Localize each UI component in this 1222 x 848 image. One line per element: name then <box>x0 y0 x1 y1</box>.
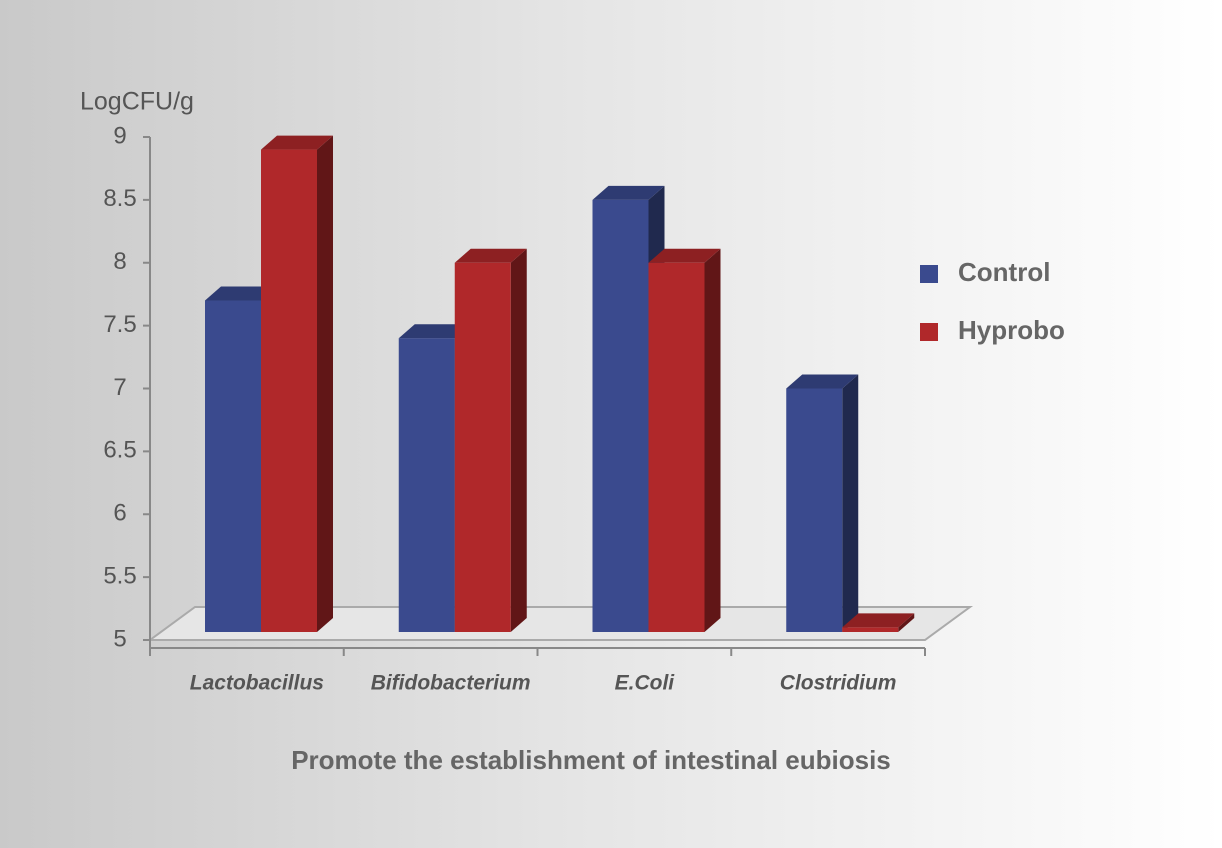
bar-face <box>592 185 665 200</box>
bar-face <box>842 613 915 628</box>
bar-face <box>317 135 333 632</box>
bar-face <box>786 388 843 632</box>
legend-label: Hyprobo <box>958 315 1065 345</box>
y-tick-label: 5 <box>113 625 126 652</box>
y-tick-label: 7.5 <box>103 311 136 338</box>
y-tick-label: 9 <box>113 122 126 149</box>
bar-face <box>398 338 455 632</box>
bar-face <box>454 248 527 263</box>
bar-face <box>842 627 899 632</box>
bar-face <box>842 374 859 632</box>
bar-face <box>261 149 317 632</box>
y-tick-label: 8 <box>113 248 126 275</box>
y-tick-label: 6.5 <box>103 437 136 464</box>
bar <box>842 613 915 632</box>
floor <box>146 606 974 641</box>
chart-title: Promote the establishment of intestinal … <box>291 745 891 775</box>
legend-swatch <box>920 265 938 283</box>
bar-face <box>648 248 721 263</box>
y-tick-label: 6 <box>113 500 126 527</box>
x-tick-label: Clostridium <box>780 672 897 695</box>
bar-face <box>398 324 471 339</box>
legend-swatch <box>920 323 938 341</box>
y-tick-label: 5.5 <box>103 562 136 589</box>
bar-face <box>205 300 261 632</box>
x-tick-label: Bifidobacterium <box>371 672 531 695</box>
bar <box>648 248 721 632</box>
bar-face <box>648 262 705 632</box>
bar-face <box>454 262 511 632</box>
y-axis-label: LogCFU/g <box>80 88 194 116</box>
y-tick-label: 8.5 <box>103 185 136 212</box>
legend-label: Control <box>958 257 1050 287</box>
x-tick-label: E.Coli <box>615 672 676 695</box>
bar-face <box>704 248 721 632</box>
bar-face <box>261 135 333 150</box>
bar-face <box>786 374 859 389</box>
bar <box>261 135 333 632</box>
y-tick-label: 7 <box>113 374 126 401</box>
x-tick-label: Lactobacillus <box>190 672 324 695</box>
bar <box>786 374 859 632</box>
bar-face <box>898 613 915 632</box>
bar-face <box>205 286 277 301</box>
bar-face <box>592 199 649 632</box>
bar <box>454 248 527 632</box>
bar-face <box>510 248 527 632</box>
